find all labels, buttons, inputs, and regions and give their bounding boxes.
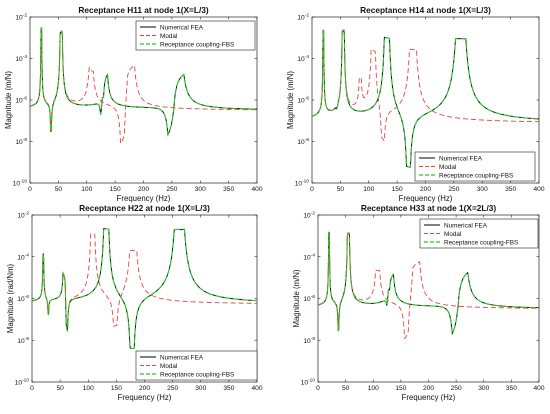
x-axis-label: Frequency (Hz)	[117, 194, 171, 203]
legend-label-2: Modal	[160, 33, 177, 40]
legend-label-3: Receptance coupling-FBS	[160, 41, 234, 48]
x-axis-label: Frequency (Hz)	[399, 194, 453, 203]
x-tick-label: 150	[395, 385, 406, 392]
chart-panel-2: Receptance H14 at node 1(X=L/3) 0 50 100 150…	[286, 5, 545, 203]
x-tick-label: 350	[223, 186, 234, 193]
chart-panel-4: Receptance H33 at node 1(X=2L/3) 0 50 100 15…	[292, 203, 545, 402]
y-tick-label: 10-10	[15, 378, 30, 387]
x-tick-label: 0	[310, 186, 314, 193]
y-tick-label: 10-6	[297, 96, 309, 105]
y-tick-label: 10-6	[17, 294, 29, 303]
legend-label-2: Modal	[444, 231, 461, 238]
legend-label-3: Receptance coupling-FBS	[439, 172, 513, 179]
x-tick-label: 200	[423, 385, 434, 392]
legend-label-1: Numerical FEA	[160, 24, 204, 31]
x-tick-label: 150	[111, 385, 122, 392]
legend-label-2: Modal	[439, 164, 456, 171]
legend-label-2: Modal	[160, 363, 177, 370]
y-tick-label: 10-6	[303, 294, 315, 303]
chart-title: Receptance H22 at node 1(X=L/3)	[79, 203, 210, 213]
chart-title: Receptance H33 at node 1(X=2L/3)	[361, 203, 497, 213]
x-tick-label: 300	[195, 186, 206, 193]
y-tick-label: 10-8	[297, 137, 309, 146]
x-tick-label: 350	[506, 385, 517, 392]
legend-label-1: Numerical FEA	[439, 155, 483, 162]
x-tick-label: 400	[533, 186, 544, 193]
legend-label-1: Numerical FEA	[160, 354, 204, 361]
x-tick-label: 400	[533, 385, 544, 392]
x-tick-label: 50	[337, 186, 345, 193]
x-tick-label: 100	[363, 186, 374, 193]
x-tick-label: 400	[251, 186, 262, 193]
chart-title: Receptance H14 at node 1(X=L/3)	[360, 5, 491, 15]
y-axis-label: Magnitude (rad/Nm)	[6, 263, 15, 333]
y-tick-label: 10-2	[297, 13, 309, 22]
x-tick-label: 300	[477, 186, 488, 193]
y-axis-label: Magnitude (m/N)	[292, 269, 301, 327]
x-tick-label: 250	[451, 385, 462, 392]
y-tick-label: 10-6	[15, 96, 27, 105]
x-tick-label: 200	[139, 385, 150, 392]
chart-panel-3: Receptance H22 at node 1(X=L/3) 0 50 100 150…	[6, 203, 263, 402]
x-tick-label: 350	[223, 385, 234, 392]
y-axis-label: Magnitude (m/N)	[4, 71, 13, 129]
x-tick-label: 100	[368, 385, 379, 392]
y-tick-label: 10-4	[15, 54, 27, 63]
y-tick-label: 10-8	[303, 336, 315, 345]
y-tick-label: 10-2	[303, 211, 315, 220]
x-axis-label: Frequency (Hz)	[402, 393, 456, 402]
x-tick-label: 0	[28, 186, 32, 193]
y-tick-label: 10-2	[17, 211, 29, 220]
legend-label-3: Receptance coupling-FBS	[160, 371, 234, 378]
x-tick-label: 250	[448, 186, 459, 193]
chart-title: Receptance H11 at node 1(X=L/3)	[78, 5, 208, 15]
x-tick-label: 250	[166, 186, 177, 193]
x-tick-label: 400	[251, 385, 262, 392]
y-tick-label: 10-8	[17, 336, 29, 345]
x-tick-label: 300	[478, 385, 489, 392]
y-tick-label: 10-2	[15, 13, 27, 22]
legend-label-3: Receptance coupling-FBS	[444, 239, 518, 246]
x-tick-label: 50	[55, 186, 63, 193]
y-tick-label: 10-10	[295, 179, 310, 188]
x-tick-label: 50	[56, 385, 64, 392]
y-axis-label: Magnitude (m/N)	[286, 71, 295, 129]
chart-panel-1: Receptance H11 at node 1(X=L/3) 0 50 100 150…	[4, 5, 263, 203]
x-tick-label: 300	[195, 385, 206, 392]
x-tick-label: 150	[392, 186, 403, 193]
y-tick-label: 10-10	[301, 378, 316, 387]
x-tick-label: 250	[167, 385, 178, 392]
x-tick-label: 100	[83, 385, 94, 392]
x-tick-label: 0	[30, 385, 34, 392]
x-tick-label: 200	[138, 186, 149, 193]
x-tick-label: 350	[505, 186, 516, 193]
x-tick-label: 0	[316, 385, 320, 392]
x-tick-label: 100	[81, 186, 92, 193]
y-tick-label: 10-4	[17, 252, 29, 261]
y-tick-label: 10-4	[297, 54, 309, 63]
x-tick-label: 150	[110, 186, 121, 193]
y-tick-label: 10-4	[303, 252, 315, 261]
y-tick-label: 10-8	[15, 137, 27, 146]
legend-label-1: Numerical FEA	[444, 222, 488, 229]
x-axis-label: Frequency (Hz)	[118, 393, 172, 402]
y-tick-label: 10-10	[13, 179, 28, 188]
x-tick-label: 200	[420, 186, 431, 193]
x-tick-label: 50	[342, 385, 350, 392]
